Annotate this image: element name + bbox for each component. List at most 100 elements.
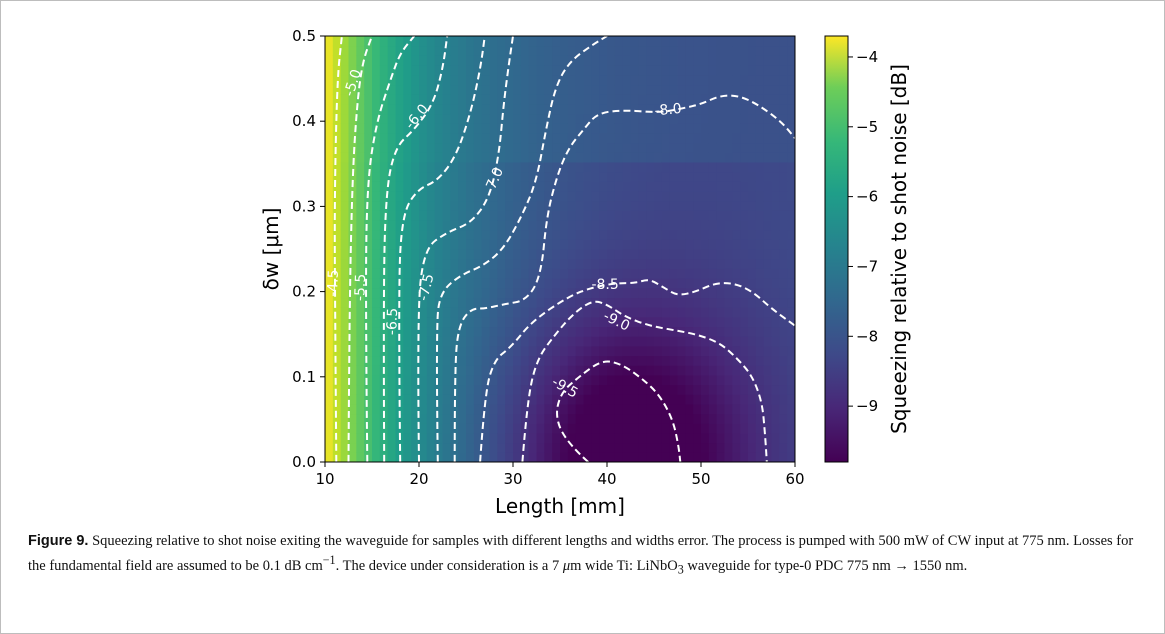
heat-cell [552, 365, 561, 376]
heat-cell [763, 123, 773, 134]
heat-cell [325, 152, 334, 163]
heat-cell [325, 84, 334, 95]
heat-cell [434, 142, 444, 153]
contour-label: -8.5 [591, 277, 618, 293]
heat-cell [379, 210, 389, 221]
heat-cell [403, 249, 412, 260]
heat-cell [387, 103, 397, 115]
heat-cell [325, 161, 334, 173]
heat-cell [708, 219, 718, 231]
heat-cell [466, 181, 475, 192]
heat-cell [434, 219, 444, 231]
heat-cell [575, 210, 585, 221]
heat-cell [607, 200, 616, 211]
heat-cell [622, 181, 632, 192]
heat-cell [732, 326, 741, 337]
heat-cell [340, 103, 350, 115]
heat-cell [724, 65, 733, 76]
heat-cell [708, 132, 718, 144]
heat-cell [677, 239, 686, 250]
heat-cell [332, 394, 342, 405]
heat-cell [450, 258, 459, 269]
heat-cell [716, 45, 726, 56]
heat-cell [332, 55, 342, 66]
heat-cell [591, 442, 600, 453]
heat-cell [732, 190, 741, 202]
heat-cell [426, 103, 436, 115]
heat-cell [701, 219, 710, 231]
heat-cell [411, 297, 420, 308]
heat-cell [654, 452, 663, 462]
heat-cell [693, 142, 702, 153]
heat-cell [701, 171, 710, 182]
heat-cell [473, 355, 483, 366]
heat-cell [787, 326, 795, 337]
heat-cell [325, 171, 334, 182]
heat-cell [748, 152, 757, 163]
heat-cell [583, 36, 592, 47]
heat-cell [560, 171, 569, 182]
heat-cell [677, 36, 686, 47]
heat-cell [607, 219, 616, 231]
heat-cell [583, 190, 592, 202]
heat-cell [466, 142, 475, 153]
heat-cell [536, 249, 545, 260]
heat-cell [411, 413, 420, 424]
heat-cell [575, 113, 585, 124]
heat-cell [638, 123, 647, 134]
heat-cell [489, 94, 498, 105]
heat-cell [442, 181, 451, 192]
heat-cell [426, 345, 436, 357]
heat-cell [661, 45, 671, 56]
heat-cell [356, 94, 365, 105]
heat-cell [583, 65, 592, 76]
heat-cell [419, 268, 428, 279]
heat-cell [646, 423, 655, 434]
heat-cell [348, 452, 357, 462]
heat-cell [732, 84, 741, 95]
heat-cell [505, 113, 514, 124]
heat-cell [489, 432, 498, 444]
heat-cell [348, 278, 357, 289]
heat-cell [473, 84, 483, 95]
heat-cell [693, 229, 702, 240]
heat-cell [677, 384, 686, 395]
heat-cell [348, 132, 357, 144]
heat-cell [505, 326, 514, 337]
heat-cell [356, 345, 365, 357]
heat-cell [677, 190, 686, 202]
heat-cell [489, 258, 498, 269]
heat-cell [701, 161, 710, 173]
heat-cell [763, 432, 773, 444]
heat-cell [473, 190, 483, 202]
heat-cell [536, 413, 545, 424]
heat-cell [677, 55, 686, 66]
heat-cell [489, 113, 498, 124]
heat-cell [348, 123, 357, 134]
heat-cell [630, 423, 639, 434]
heat-cell [771, 65, 780, 76]
heat-cell [748, 103, 757, 115]
heat-cell [419, 171, 428, 182]
heat-cell [787, 394, 795, 405]
heat-cell [591, 239, 600, 250]
heat-cell [732, 413, 741, 424]
heat-cell [583, 210, 592, 221]
heat-cell [677, 219, 686, 231]
heat-cell [450, 316, 459, 328]
heat-cell [779, 374, 788, 386]
heat-cell [332, 65, 342, 76]
heat-cell [489, 181, 498, 192]
heat-cell [630, 239, 639, 250]
heat-cell [646, 55, 655, 66]
heat-cell [599, 200, 608, 211]
heat-cell [332, 413, 342, 424]
heat-cell [466, 74, 475, 86]
heat-cell [387, 365, 397, 376]
heat-cell [560, 268, 569, 279]
heat-cell [607, 442, 616, 453]
heat-cell [630, 268, 639, 279]
heat-cell [669, 181, 679, 192]
heat-cell [544, 278, 553, 289]
heat-cell [560, 403, 569, 415]
